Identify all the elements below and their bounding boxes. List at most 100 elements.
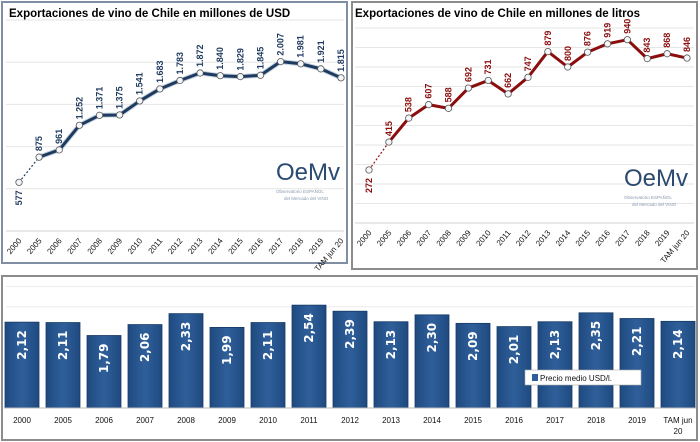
- data-label: 1.541: [135, 72, 145, 95]
- data-point: [317, 65, 325, 73]
- data-point: [297, 60, 305, 68]
- data-point: [464, 84, 472, 92]
- data-label: 747: [523, 56, 533, 71]
- logo-line2: del Mercado del VINO: [284, 196, 329, 201]
- data-point: [385, 138, 393, 146]
- data-label: 1.829: [235, 48, 245, 71]
- bar-value-label: 2,39: [343, 319, 357, 349]
- data-label: 843: [642, 38, 652, 53]
- data-point: [425, 101, 433, 109]
- bar-value-label: 1,99: [220, 335, 234, 365]
- data-point: [584, 48, 592, 56]
- dashed-segment: [368, 141, 390, 171]
- litros-chart-title: Exportaciones de vino de Chile en millon…: [355, 8, 640, 20]
- data-point: [75, 121, 83, 129]
- bar: [455, 322, 491, 409]
- x-tick-label: 2008: [177, 416, 195, 425]
- oemv-logo-litros: OeMv Observatorio ESPAÑOL del Mercado de…: [624, 165, 688, 207]
- bar-value-label: 2,13: [548, 330, 562, 360]
- logo-line1: Observatorio ESPAÑOL: [624, 194, 672, 200]
- data-label: 875: [34, 136, 44, 151]
- bar-value-label: 2,12: [15, 330, 29, 360]
- data-point: [277, 58, 285, 66]
- x-tick-label: 2012: [341, 416, 359, 425]
- bar: [660, 320, 696, 409]
- litros-panel-frame: [351, 1, 698, 270]
- oemv-logo-usd: OeMv Observatorio ESPAÑOL del Mercado de…: [276, 159, 340, 201]
- x-tick-label: 2014: [423, 416, 441, 425]
- bar-value-label: 2,33: [179, 322, 193, 352]
- data-label: 607: [424, 84, 434, 99]
- bar-value-label: 2,30: [425, 323, 439, 353]
- x-tick-label: 2016: [505, 416, 523, 425]
- data-point: [484, 76, 492, 85]
- bar: [209, 327, 245, 409]
- logo-mark: OeMv: [276, 159, 340, 186]
- x-tick-label: 2013: [382, 416, 400, 425]
- bar-value-label: 2,14: [671, 329, 685, 359]
- bar: [414, 314, 450, 409]
- data-point: [156, 85, 164, 93]
- data-label: 1.252: [74, 97, 84, 120]
- bar: [250, 322, 286, 409]
- series-line: [38, 60, 342, 159]
- x-tick-label: 2005: [54, 416, 72, 425]
- data-point: [504, 90, 512, 98]
- legend: Precio medio USD/l.: [524, 369, 642, 386]
- bar: [45, 322, 81, 409]
- data-label: 1.921: [316, 40, 326, 63]
- data-point: [196, 69, 204, 77]
- x-tick-label: 2011: [300, 416, 318, 425]
- data-label: 961: [54, 129, 64, 144]
- x-tick-label-cont: 20: [674, 427, 683, 436]
- data-label: 846: [682, 37, 692, 52]
- data-point: [55, 146, 63, 154]
- data-point: [444, 104, 453, 112]
- bar-value-label: 2,54: [302, 313, 316, 343]
- bar-value-label: 2,01: [507, 335, 521, 365]
- x-tick-label: 2019: [628, 416, 646, 425]
- bar: [168, 313, 204, 409]
- data-label: 1.845: [256, 47, 266, 70]
- data-point: [136, 97, 144, 105]
- bar-value-label: 2,11: [261, 331, 275, 361]
- data-label: 692: [463, 67, 473, 82]
- data-point: [35, 153, 43, 161]
- data-label: 879: [543, 31, 553, 46]
- bar: [291, 304, 327, 409]
- data-point: [116, 111, 124, 119]
- data-point: [15, 178, 23, 186]
- usd-panel-frame: [1, 1, 348, 264]
- data-label: 1.840: [215, 47, 225, 70]
- data-label: 1.981: [296, 35, 306, 58]
- bar-value-label: 2,35: [589, 321, 603, 351]
- logo-mark: OeMv: [624, 165, 688, 192]
- bar: [373, 321, 409, 409]
- x-tick-label: 2000: [13, 416, 31, 425]
- data-point: [176, 76, 184, 85]
- data-point: [643, 55, 651, 63]
- data-label: 1.375: [115, 86, 125, 109]
- data-label: 919: [603, 23, 613, 38]
- bar: [619, 318, 655, 409]
- data-label: 1.872: [195, 44, 205, 67]
- bar: [332, 310, 368, 409]
- data-point: [337, 74, 345, 82]
- data-label: 876: [583, 31, 593, 46]
- data-point: [524, 73, 532, 81]
- data-label: 588: [444, 87, 454, 102]
- logo-line1: Observatorio ESPAÑOL: [276, 188, 324, 194]
- bar-value-label: 2,13: [384, 330, 398, 360]
- logo-line2: del Mercado del VINO: [632, 202, 677, 207]
- legend-swatch: [532, 374, 538, 381]
- data-point: [236, 73, 244, 81]
- data-label: 415: [384, 121, 394, 136]
- data-label: 1.371: [95, 87, 105, 110]
- series-line: [387, 38, 688, 144]
- bar: [537, 321, 573, 409]
- bar-value-label: 1,79: [97, 344, 111, 374]
- x-tick-label: 2007: [136, 416, 154, 425]
- data-label: 2.007: [276, 33, 286, 56]
- dashed-segment: [18, 156, 40, 183]
